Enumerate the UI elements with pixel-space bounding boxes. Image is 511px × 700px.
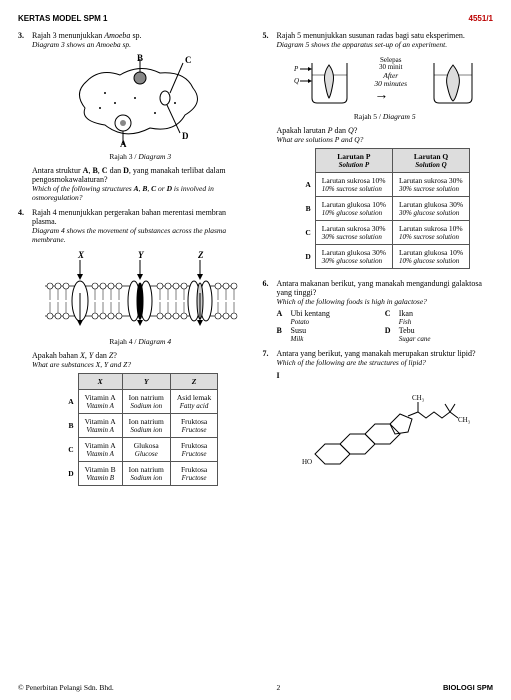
- q3-text-my: Rajah 3 menunjukkan Amoeba sp.: [32, 31, 249, 40]
- question-4: 4. Rajah 4 menunjukkan pergerakan bahan …: [18, 208, 249, 490]
- label-d: D: [182, 131, 189, 141]
- q5-text-en: Diagram 5 shows the apparatus set-up of …: [277, 40, 494, 49]
- q3-number: 3.: [18, 31, 32, 202]
- q4-ask-en: What are substances X, Y and Z?: [32, 360, 249, 369]
- q6-text-en: Which of the following foods is high in …: [277, 297, 494, 306]
- header-left: KERTAS MODEL SPM 1: [18, 14, 108, 23]
- q4-diagram: X Y Z: [32, 248, 249, 333]
- table-row: A Vitamin AVitamin A Ion natriumSodium i…: [62, 390, 218, 414]
- q5-diagram: P Q Selepas30 minit After30 minutes: [277, 53, 494, 108]
- table-row: D Larutan glukosa 30%30% glucose solutio…: [299, 245, 469, 269]
- q5-ask-en: What are solutions P and Q?: [277, 135, 494, 144]
- q4-ask-my: Apakah bahan X, Y dan Z?: [32, 351, 249, 360]
- q4-number: 4.: [18, 208, 32, 490]
- svg-text:P: P: [293, 65, 299, 73]
- q5-table: Larutan PSolution P Larutan QSolution Q …: [299, 148, 470, 269]
- table-row: C Vitamin AVitamin A GlukosaGlucose Fruk…: [62, 438, 218, 462]
- svg-text:Y: Y: [138, 250, 145, 260]
- q6-number: 6.: [263, 279, 277, 343]
- q5-caption: Rajah 5 / Diagram 5: [277, 112, 494, 121]
- label-c: C: [185, 55, 192, 65]
- q7-text-en: Which of the following are the structure…: [277, 358, 494, 367]
- q4-col-z: Z: [170, 374, 217, 390]
- q7-option-i: I: [277, 371, 280, 380]
- svg-text:X: X: [77, 250, 85, 260]
- q7-number: 7.: [263, 349, 277, 478]
- table-row: D Vitamin BVitamin B Ion natriumSodium i…: [62, 462, 218, 486]
- page-footer: © Penerbitan Pelangi Sdn. Bhd. 2 BIOLOGI…: [18, 683, 493, 692]
- q4-text-my: Rajah 4 menunjukkan pergerakan bahan mer…: [32, 208, 249, 226]
- question-5: 5. Rajah 5 menunjukkan susunan radas bag…: [263, 31, 494, 273]
- table-row: B Vitamin AVitamin A Ion natriumSodium i…: [62, 414, 218, 438]
- footer-copyright: © Penerbitan Pelangi Sdn. Bhd.: [18, 683, 114, 692]
- q7-structure: CH₃ CH₃ HO: [277, 384, 494, 474]
- q3-diagram: A B C D: [32, 53, 249, 148]
- q3-caption: Rajah 3 / Diagram 3: [32, 152, 249, 161]
- q3-text-en: Diagram 3 shows an Amoeba sp.: [32, 40, 249, 49]
- label-b: B: [137, 53, 143, 63]
- left-column: 3. Rajah 3 menunjukkan Amoeba sp. Diagra…: [18, 31, 249, 494]
- table-row: B Larutan glukosa 10%10% glucose solutio…: [299, 197, 469, 221]
- label-a: A: [120, 139, 127, 148]
- q7-text-my: Antara yang berikut, yang manakah merupa…: [277, 349, 494, 358]
- q3-ask-en: Which of the following structures A, B, …: [32, 184, 249, 202]
- table-row: A Larutan sukrosa 10%10% sucrose solutio…: [299, 173, 469, 197]
- q4-caption: Rajah 4 / Diagram 4: [32, 337, 249, 346]
- q5-number: 5.: [263, 31, 277, 273]
- table-row: C Larutan sukrosa 30%30% sucrose solutio…: [299, 221, 469, 245]
- q4-col-y: Y: [122, 374, 170, 390]
- q5-ask-my: Apakah larutan P dan Q?: [277, 126, 494, 135]
- q4-col-x: X: [78, 374, 122, 390]
- svg-text:CH₃: CH₃: [412, 394, 425, 402]
- page-header: KERTAS MODEL SPM 1 4551/1: [18, 14, 493, 23]
- header-code: 4551/1: [469, 14, 493, 23]
- svg-text:Q: Q: [294, 77, 299, 85]
- q3-ask-my: Antara struktur A, B, C dan D, yang mana…: [32, 166, 249, 184]
- arrow-icon: →: [374, 88, 407, 104]
- question-7: 7. Antara yang berikut, yang manakah mer…: [263, 349, 494, 478]
- right-column: 5. Rajah 5 menunjukkan susunan radas bag…: [263, 31, 494, 494]
- footer-subject: BIOLOGI SPM: [443, 683, 493, 692]
- footer-page: 2: [276, 683, 280, 692]
- q5-text-my: Rajah 5 menunjukkan susunan radas bagi s…: [277, 31, 494, 40]
- question-3: 3. Rajah 3 menunjukkan Amoeba sp. Diagra…: [18, 31, 249, 202]
- svg-text:CH₃: CH₃: [458, 416, 470, 424]
- svg-text:HO: HO: [302, 458, 312, 466]
- q4-text-en: Diagram 4 shows the movement of substanc…: [32, 226, 249, 244]
- question-6: 6. Antara makanan berikut, yang manakah …: [263, 279, 494, 343]
- q6-text-my: Antara makanan berikut, yang manakah men…: [277, 279, 494, 297]
- q4-table: X Y Z A Vitamin AVitamin A Ion natriumSo…: [62, 373, 218, 486]
- svg-text:Z: Z: [197, 250, 204, 260]
